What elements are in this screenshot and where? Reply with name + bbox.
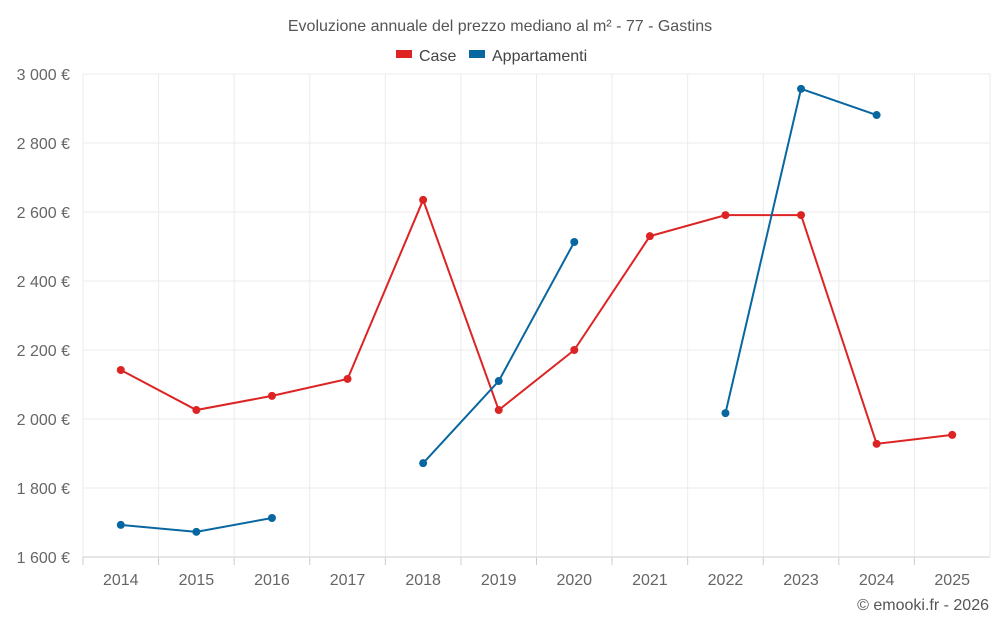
data-point (494, 406, 503, 415)
data-point (267, 391, 276, 400)
data-point (494, 377, 503, 386)
y-tick-label: 3 000 € (17, 67, 70, 84)
x-tick-label: 2020 (556, 572, 592, 589)
y-tick-label: 2 600 € (17, 205, 70, 222)
series-case (116, 195, 957, 448)
y-tick-label: 1 800 € (17, 481, 70, 498)
data-point (797, 211, 806, 220)
grid (82, 73, 991, 558)
data-point (116, 366, 125, 375)
data-point (872, 439, 881, 448)
x-tick-label: 2018 (405, 572, 441, 589)
series-line (724, 87, 877, 414)
series-appartamenti (116, 84, 881, 536)
x-tick-label: 2024 (859, 572, 895, 589)
data-point (645, 232, 654, 241)
y-tick-label: 1 600 € (17, 550, 70, 567)
data-point (570, 346, 579, 354)
data-point (343, 374, 352, 383)
legend-item-case: Case (396, 48, 456, 65)
x-tick-label: 2025 (934, 572, 970, 589)
x-tick-label: 2016 (254, 572, 290, 589)
data-point (570, 238, 579, 247)
data-point (116, 520, 125, 529)
x-tick-label: 2014 (103, 572, 139, 589)
data-point (797, 84, 806, 93)
legend: Case Appartamenti (396, 48, 587, 65)
x-tick-label: 2023 (783, 572, 819, 589)
legend-swatch (469, 50, 485, 58)
data-point (948, 430, 957, 439)
data-point (419, 195, 428, 204)
data-point (721, 211, 730, 220)
credits: © emooki.fr - 2026 (857, 597, 989, 614)
data-point (721, 409, 730, 418)
chart-title: Evoluzione annuale del prezzo mediano al… (288, 18, 712, 35)
series-group (116, 84, 957, 536)
legend-swatch (396, 50, 412, 58)
data-point (192, 406, 201, 415)
x-tick-label: 2015 (179, 572, 215, 589)
y-tick-label: 2 200 € (17, 343, 70, 360)
y-tick-label: 2 800 € (17, 136, 70, 153)
x-tick-label: 2019 (481, 572, 517, 589)
legend-item-appartamenti: Appartamenti (469, 48, 587, 65)
data-point (419, 459, 428, 468)
x-axis: 2014 2015 2016 2017 2018 2019 2020 2021 2022 2023… (82, 557, 970, 589)
legend-label: Appartamenti (492, 48, 587, 65)
data-point (192, 527, 201, 536)
y-tick-label: 2 000 € (17, 412, 70, 429)
y-axis: 1 600 € 1 800 € 2 000 € 2 200 € 2 400 € 2 600… (17, 67, 70, 567)
data-point (872, 111, 881, 120)
x-tick-label: 2022 (708, 572, 744, 589)
x-tick-label: 2021 (632, 572, 668, 589)
series-line (422, 241, 576, 464)
series-line (120, 197, 953, 445)
y-tick-label: 2 400 € (17, 274, 70, 291)
legend-label: Case (419, 48, 456, 65)
data-point (267, 514, 276, 523)
x-tick-label: 2017 (330, 572, 366, 589)
